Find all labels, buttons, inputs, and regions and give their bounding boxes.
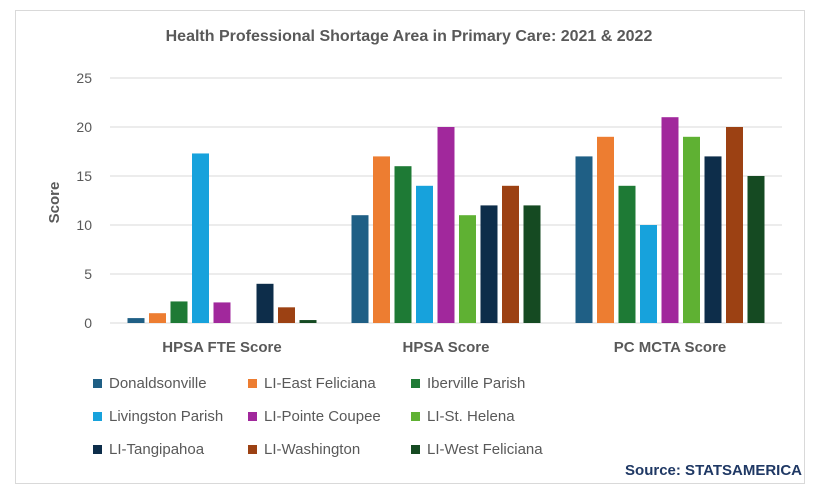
legend-swatch: [93, 412, 102, 421]
chart-title: Health Professional Shortage Area in Pri…: [165, 28, 653, 45]
bar: [373, 156, 390, 323]
x-category-label: HPSA Score: [403, 339, 490, 356]
bar: [416, 185, 433, 323]
bar: [747, 176, 765, 323]
bar: [597, 136, 614, 323]
bar: [394, 166, 412, 323]
legend-swatch: [248, 445, 257, 454]
bar: [575, 156, 593, 323]
legend-swatch: [248, 412, 257, 421]
legend-swatch: [411, 412, 420, 421]
legend-swatch: [93, 379, 102, 388]
legend-item: LI-St. Helena: [411, 408, 515, 425]
y-tick-label: 25: [76, 70, 92, 86]
bar: [149, 313, 166, 323]
bar: [704, 156, 722, 323]
legend-item: Livingston Parish: [93, 408, 223, 425]
x-category-label: HPSA FTE Score: [162, 339, 281, 356]
bar: [192, 153, 209, 323]
bar: [278, 307, 295, 323]
source-note: Source: STATSAMERICA: [625, 462, 802, 479]
legend-item: LI-West Feliciana: [411, 441, 543, 458]
legend-item: LI-Washington: [248, 441, 360, 458]
y-tick-label: 15: [76, 168, 92, 184]
bar: [726, 127, 743, 323]
legend-item: LI-Pointe Coupee: [248, 408, 381, 425]
legend-item: Iberville Parish: [411, 375, 525, 392]
bar: [661, 117, 679, 323]
bar: [170, 301, 188, 323]
bar: [618, 185, 636, 323]
bar: [256, 283, 274, 323]
legend-label: Iberville Parish: [427, 375, 526, 392]
legend-label: LI-St. Helena: [427, 408, 515, 425]
y-tick-label: 10: [76, 217, 92, 233]
legend-item: Donaldsonville: [93, 375, 207, 392]
legend-swatch: [411, 379, 420, 388]
legend-label: LI-East Feliciana: [264, 375, 376, 392]
bar: [437, 127, 455, 323]
bar: [459, 215, 476, 323]
bar: [299, 320, 317, 323]
legend-swatch: [248, 379, 257, 388]
bar: [213, 302, 231, 323]
y-axis-label: Score: [46, 182, 63, 224]
legend-label: LI-Pointe Coupee: [264, 408, 381, 425]
bar: [502, 185, 519, 323]
legend-label: LI-Washington: [264, 441, 361, 458]
bar: [683, 136, 700, 323]
legend-label: LI-West Feliciana: [427, 441, 543, 458]
legend-label: Livingston Parish: [109, 408, 224, 425]
legend-swatch: [411, 445, 420, 454]
legend-label: LI-Tangipahoa: [109, 441, 205, 458]
legend-item: LI-Tangipahoa: [93, 441, 204, 458]
x-category-label: PC MCTA Score: [614, 339, 727, 356]
legend-swatch: [93, 445, 102, 454]
legend-label: Donaldsonville: [109, 375, 207, 392]
bar: [127, 318, 145, 323]
bar: [523, 205, 541, 323]
bar: [640, 225, 657, 323]
y-tick-label: 5: [84, 266, 92, 282]
y-tick-label: 20: [76, 119, 92, 135]
y-tick-label: 0: [84, 315, 92, 331]
legend-item: LI-East Feliciana: [248, 375, 376, 392]
bar: [480, 205, 498, 323]
bar: [351, 215, 369, 323]
